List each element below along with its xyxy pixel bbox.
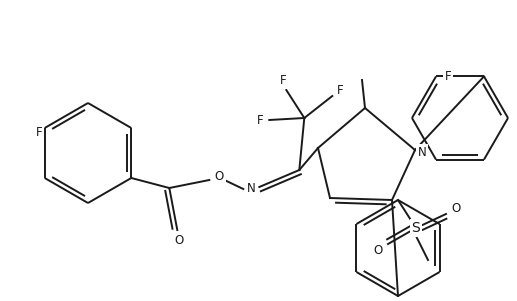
Text: O: O: [373, 244, 383, 256]
Text: O: O: [451, 201, 461, 215]
Text: F: F: [337, 83, 344, 97]
Text: F: F: [280, 75, 286, 88]
Text: N: N: [247, 182, 256, 194]
Text: O: O: [215, 169, 224, 182]
Text: F: F: [35, 126, 42, 138]
Text: O: O: [175, 234, 184, 247]
Text: N: N: [418, 145, 427, 159]
Text: S: S: [412, 221, 420, 235]
Text: F: F: [445, 70, 451, 83]
Text: F: F: [257, 113, 264, 126]
